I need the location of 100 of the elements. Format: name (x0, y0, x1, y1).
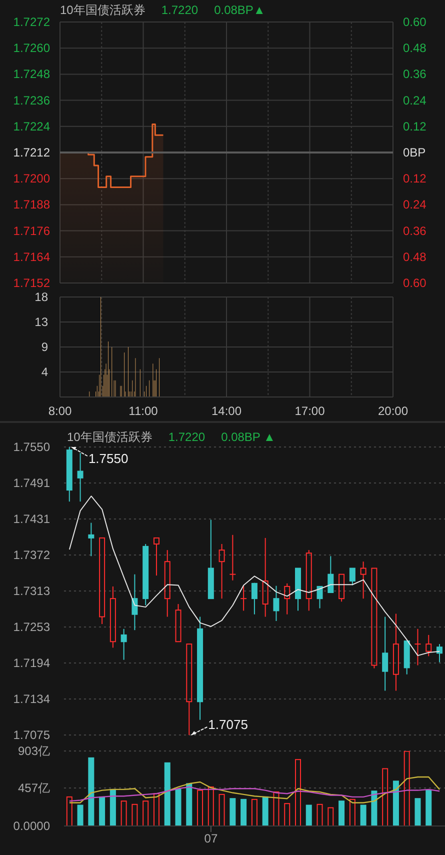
text: 0.08BP ▲ (221, 430, 276, 444)
bar (328, 807, 334, 826)
bar (306, 804, 312, 826)
y-tick-label: 1.7188 (13, 198, 50, 212)
y-tick-label: 1.7253 (13, 620, 50, 634)
y-tick-label: 1.7236 (13, 93, 50, 108)
y-tick-label: 1.7248 (13, 67, 50, 82)
bar (338, 800, 345, 826)
y2-tick-label: 0.12 (403, 119, 427, 134)
candlestick (414, 628, 422, 666)
y2-tick-label: 0.36 (403, 67, 427, 82)
y-tick-label: 1.7224 (13, 119, 50, 134)
y-tick-label: 1.7260 (13, 41, 50, 56)
bar (392, 780, 399, 826)
y-tick-label: 1.7550 (13, 440, 50, 454)
text: 0.08BP▲ (214, 3, 266, 17)
y-tick-label: 1.7431 (13, 512, 50, 526)
x-tick-label: 07 (204, 832, 218, 846)
y-tick-label: 1.7491 (13, 476, 50, 490)
bar (240, 798, 247, 826)
y-tick-label: 4 (41, 365, 48, 379)
bar (197, 790, 204, 826)
bar (371, 790, 378, 826)
bar (142, 800, 149, 826)
bar (414, 798, 421, 826)
bar (382, 768, 388, 826)
candlestick (88, 522, 94, 557)
text: 1.7220 (168, 430, 206, 444)
bar (404, 751, 410, 826)
y-tick-label: 457亿 (18, 781, 50, 796)
bar (120, 800, 127, 826)
y-tick-label: 13 (34, 315, 48, 329)
y-tick-label: 1.7372 (13, 548, 50, 562)
bar (175, 788, 182, 826)
line-series (68, 776, 440, 804)
y-tick-label: 1.7272 (13, 15, 50, 29)
y2-tick-label: 0.60 (403, 15, 427, 29)
candlestick (382, 616, 388, 692)
y2-tick-label: 0.60 (403, 276, 427, 290)
y2-tick-label: 0.48 (403, 250, 427, 264)
bar (262, 796, 268, 826)
bar (77, 804, 84, 826)
x-tick-label: 14:00 (211, 404, 242, 418)
bar (186, 783, 192, 826)
bar (284, 803, 290, 826)
candlestick (392, 613, 399, 692)
y-tick-label: 903亿 (18, 744, 50, 758)
y-tick-label: 1.7176 (13, 224, 50, 238)
x-tick-label: 20:00 (378, 404, 408, 418)
bar (251, 798, 258, 826)
candlestick (360, 561, 366, 600)
candlestick (240, 585, 248, 612)
chart-title: 10年国债活跃券 (67, 430, 152, 444)
bar (153, 793, 160, 826)
y2-tick-label: 0BP (403, 146, 426, 160)
bar (316, 804, 323, 826)
y-tick-label: 1.7075 (13, 728, 50, 742)
bar (218, 794, 225, 826)
y-tick-label: 18 (34, 290, 48, 304)
line-series (68, 786, 440, 802)
bar (273, 791, 280, 826)
annotation: 1.7550 (88, 451, 128, 466)
annotation: 1.7075 (208, 717, 248, 732)
y-tick-label: 1.7313 (13, 584, 50, 598)
y2-tick-label: 0.24 (403, 93, 427, 108)
x-tick-label: 11:00 (128, 404, 158, 418)
chart-title: 10年国债活跃券 (60, 3, 146, 17)
bar (110, 788, 116, 826)
candlestick (164, 550, 170, 618)
candlestick (110, 586, 116, 648)
candlestick (218, 544, 225, 600)
candlestick (120, 628, 127, 660)
candlestick (132, 574, 138, 631)
y-tick-label: 1.7212 (13, 146, 50, 160)
candlestick (229, 534, 236, 581)
text: 1.7220 (161, 3, 198, 17)
candlestick (197, 616, 204, 720)
bar (208, 786, 214, 826)
bar (230, 798, 236, 826)
bar (132, 804, 138, 826)
y-tick-label: 1.7194 (13, 656, 50, 670)
y-tick-label: 1.7152 (13, 276, 50, 290)
y-tick-label: 1.7200 (13, 172, 50, 186)
candlestick (262, 537, 268, 618)
x-tick-label: 8:00 (48, 404, 72, 418)
bar (164, 762, 170, 826)
candlestick (273, 585, 280, 622)
y-tick-label: 1.7134 (13, 692, 50, 706)
y2-tick-label: 0.24 (403, 198, 427, 212)
y2-tick-label: 0.48 (403, 41, 427, 56)
bar (66, 796, 72, 826)
bar (426, 790, 432, 826)
y2-tick-label: 0.12 (403, 172, 427, 186)
bar (88, 757, 94, 826)
bar (99, 796, 106, 826)
x-tick-label: 17:00 (294, 404, 326, 418)
y-tick-label: 1.7164 (13, 250, 50, 264)
y-tick-label: 0.0000 (13, 819, 50, 833)
y-tick-label: 9 (41, 340, 48, 354)
bar (349, 798, 356, 826)
